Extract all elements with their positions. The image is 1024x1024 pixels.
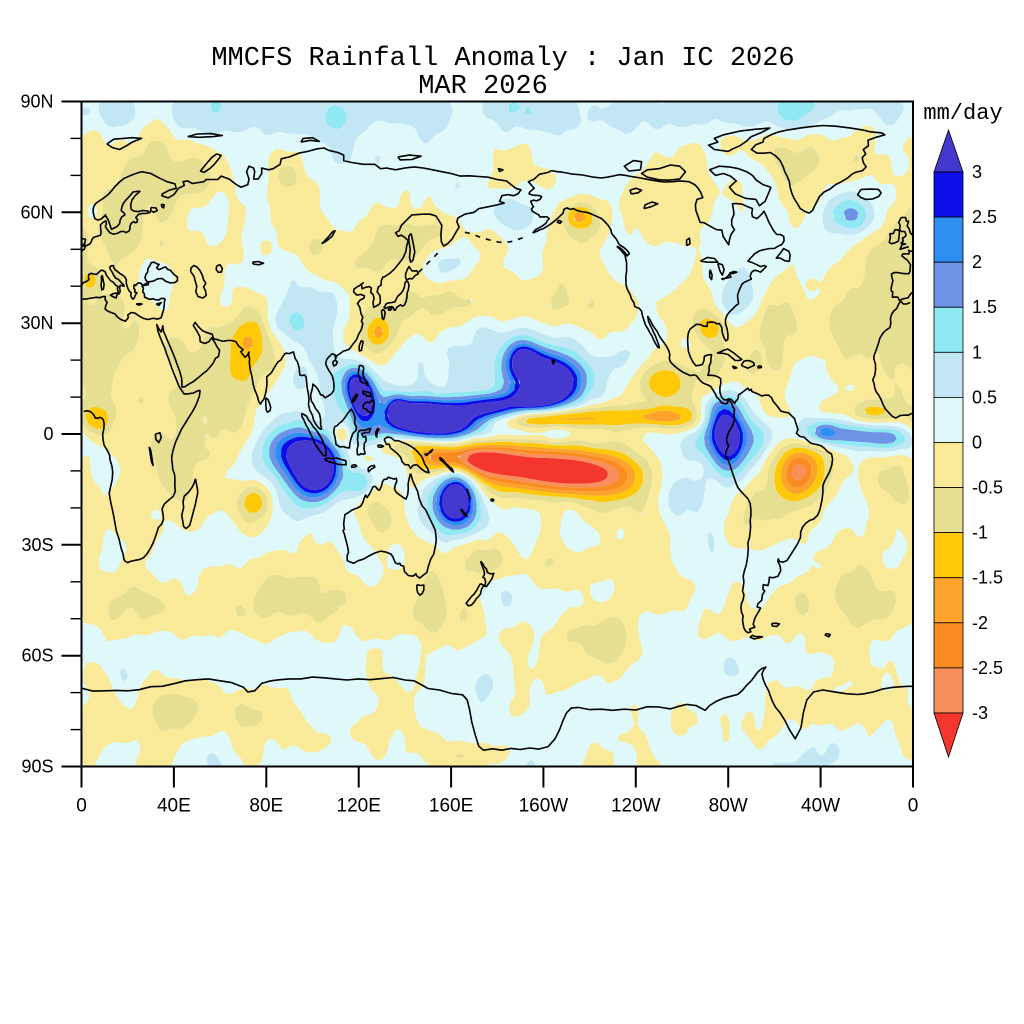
- svg-text:-0.5: -0.5: [972, 478, 1003, 498]
- svg-text:2: 2: [972, 252, 982, 272]
- svg-text:mm/day: mm/day: [923, 101, 1002, 126]
- svg-text:-1: -1: [972, 523, 988, 543]
- svg-text:0: 0: [972, 433, 982, 453]
- svg-text:-2: -2: [972, 613, 988, 633]
- svg-text:0: 0: [43, 424, 53, 444]
- svg-text:1.5: 1.5: [972, 297, 997, 317]
- svg-text:3: 3: [972, 162, 982, 182]
- svg-text:0.5: 0.5: [972, 387, 997, 407]
- svg-text:30S: 30S: [21, 535, 53, 555]
- svg-text:40E: 40E: [157, 796, 191, 817]
- svg-text:MAR 2026: MAR 2026: [418, 72, 548, 102]
- svg-text:40W: 40W: [801, 796, 840, 817]
- svg-text:MMCFS Rainfall Anomaly : Jan I: MMCFS Rainfall Anomaly : Jan IC 2026: [211, 44, 794, 74]
- svg-text:1: 1: [972, 342, 982, 362]
- svg-text:0: 0: [76, 796, 87, 817]
- svg-text:-1.5: -1.5: [972, 568, 1003, 588]
- svg-text:120E: 120E: [337, 796, 381, 817]
- svg-text:80W: 80W: [709, 796, 748, 817]
- svg-text:2.5: 2.5: [972, 207, 997, 227]
- svg-text:90N: 90N: [20, 92, 53, 112]
- svg-text:-3: -3: [972, 703, 988, 723]
- svg-text:160W: 160W: [519, 796, 569, 817]
- svg-text:90S: 90S: [21, 757, 53, 777]
- svg-text:60N: 60N: [20, 202, 53, 222]
- svg-text:120W: 120W: [611, 796, 661, 817]
- svg-text:80E: 80E: [249, 796, 283, 817]
- svg-text:30N: 30N: [20, 313, 53, 333]
- svg-text:0: 0: [908, 796, 919, 817]
- svg-text:-2.5: -2.5: [972, 658, 1003, 678]
- svg-text:60S: 60S: [21, 646, 53, 666]
- svg-text:160E: 160E: [429, 796, 473, 817]
